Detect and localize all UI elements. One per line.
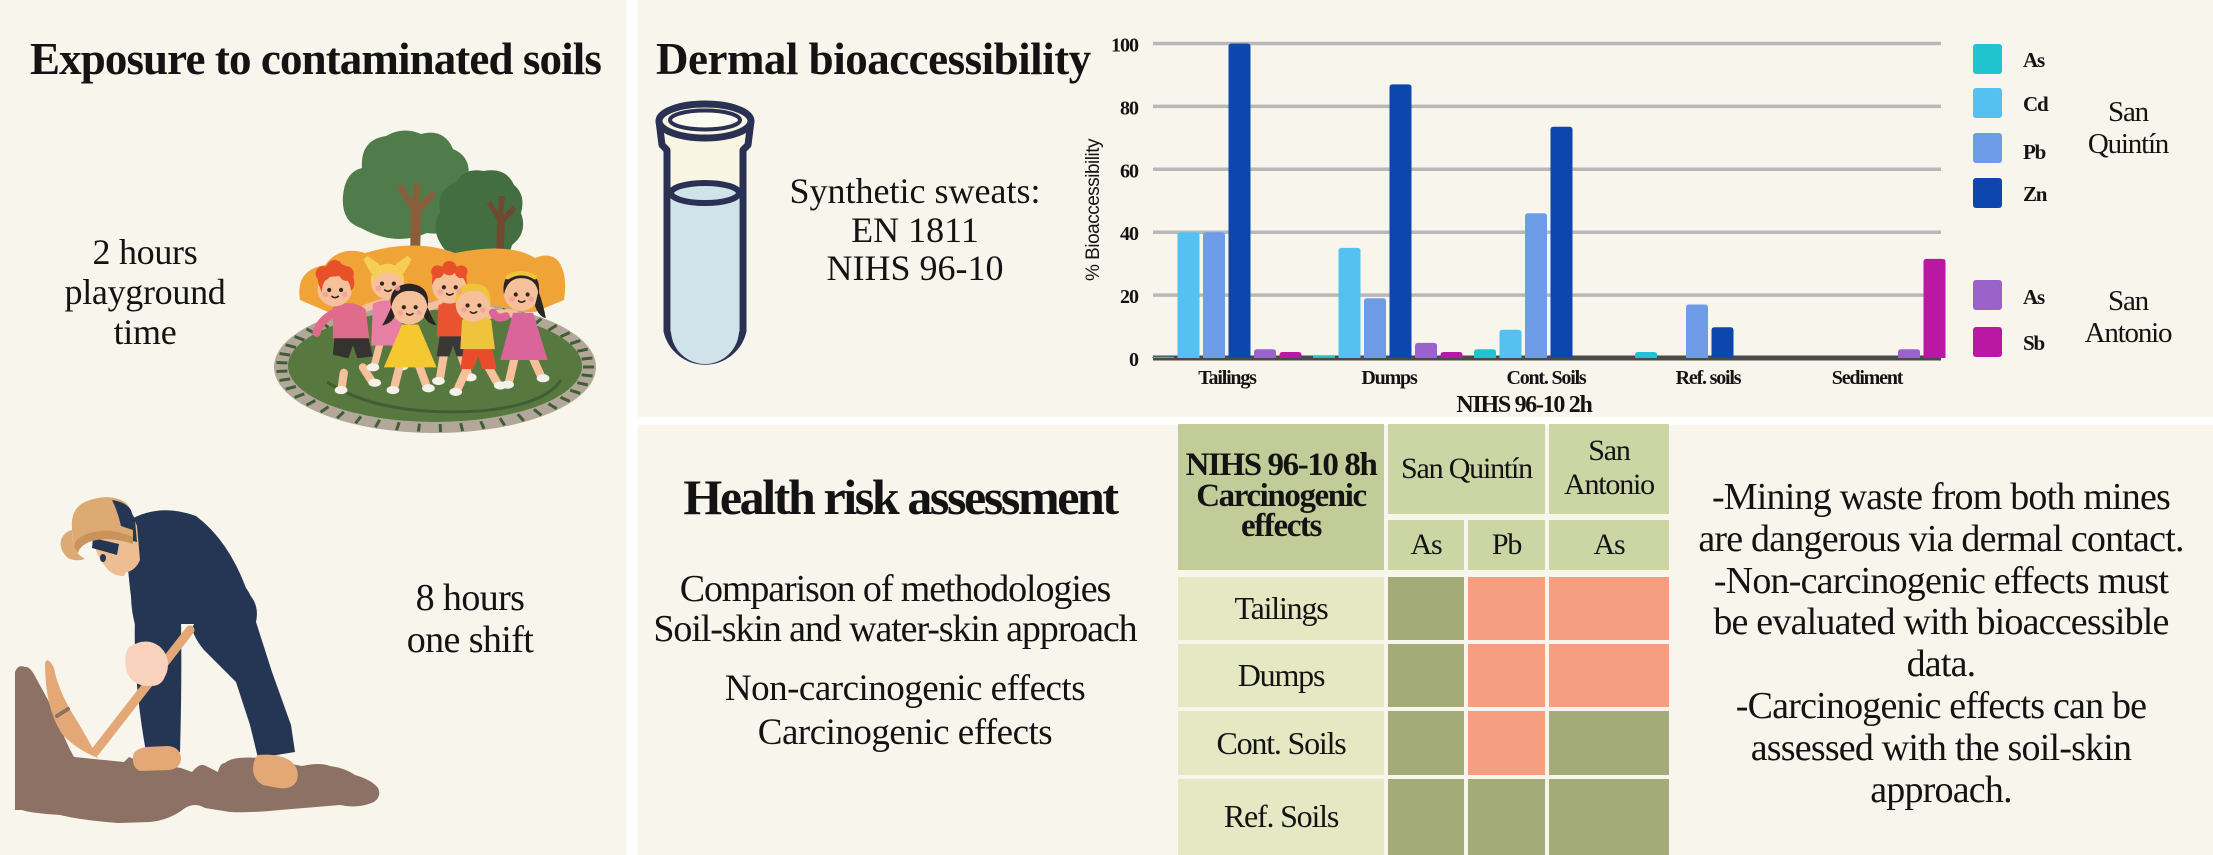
svg-text:40: 40 [1120, 223, 1139, 245]
svg-text:Cont. Soils: Cont. Soils [1506, 367, 1586, 389]
svg-text:0: 0 [1129, 349, 1139, 371]
svg-text:20: 20 [1120, 286, 1139, 308]
svg-text:Tailings: Tailings [1198, 367, 1257, 389]
svg-text:80: 80 [1120, 97, 1139, 119]
svg-text:Dumps: Dumps [1361, 367, 1418, 389]
svg-text:60: 60 [1120, 160, 1139, 182]
svg-text:Sediment: Sediment [1832, 367, 1904, 389]
svg-text:100: 100 [1111, 35, 1139, 57]
svg-text:NIHS 96-10 2h: NIHS 96-10 2h [1456, 392, 1592, 418]
svg-text:% Bioaccessibility: % Bioaccessibility [1083, 138, 1104, 281]
svg-text:Ref. soils: Ref. soils [1676, 367, 1742, 389]
